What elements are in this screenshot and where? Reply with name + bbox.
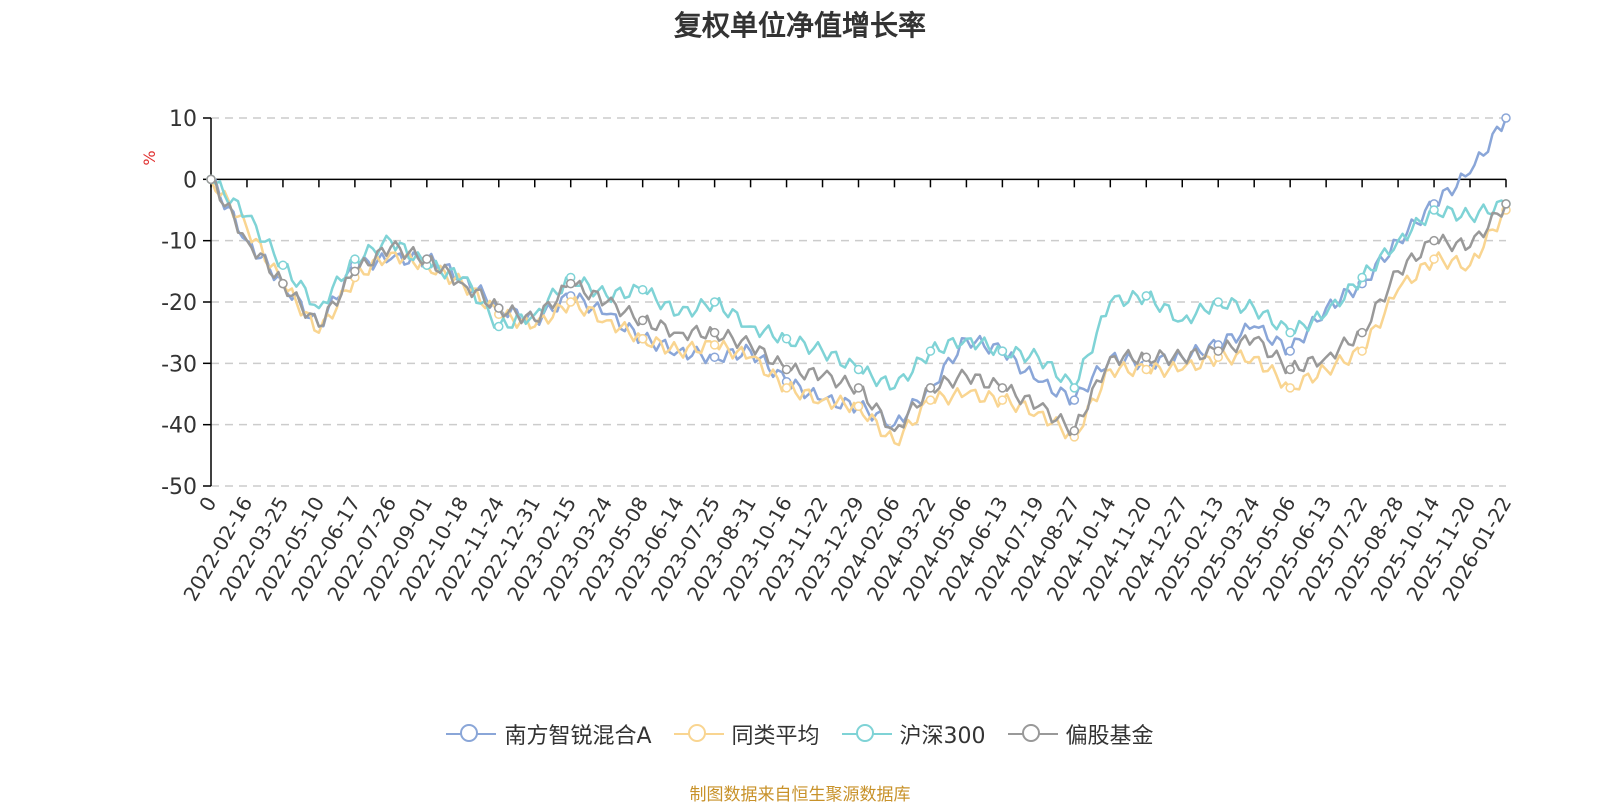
- series-point-3: [925, 346, 936, 356]
- series-point-3: [781, 334, 792, 344]
- legend: 南方智锐混合A 同类平均 沪深300 偏股基金: [0, 718, 1600, 750]
- series-point-4: [1213, 346, 1223, 356]
- series-point-2: [853, 401, 864, 412]
- series-point-4: [494, 303, 504, 313]
- legend-dot: [1021, 724, 1040, 742]
- legend-label: 南方智锐混合A: [504, 724, 652, 749]
- grid-layer: [211, 117, 1506, 487]
- x-tick-label: 0: [194, 493, 221, 516]
- series-point-1: [709, 352, 720, 362]
- legend-swatch-icon: [841, 722, 892, 746]
- legend-swatch-icon: [673, 722, 724, 746]
- series-point-4: [1429, 235, 1439, 246]
- y-axis-unit: %: [140, 150, 159, 165]
- series-point-3: [1069, 383, 1080, 393]
- series-point-2: [1285, 383, 1295, 393]
- legend-dot: [855, 724, 874, 742]
- series-point-2: [925, 395, 936, 405]
- series-point-2: [1141, 364, 1152, 375]
- legend-label: 沪深300: [899, 724, 986, 749]
- y-tick-label: -30: [161, 352, 197, 377]
- chart-title: 复权单位净值增长率: [673, 9, 926, 42]
- legend-swatch-icon: [1007, 722, 1058, 746]
- legend-item[interactable]: 沪深300: [841, 718, 986, 750]
- series-point-3: [1213, 297, 1223, 307]
- y-tick-label: -20: [161, 291, 197, 316]
- series-point-3: [1357, 272, 1367, 283]
- series-point-2: [781, 383, 792, 393]
- series-point-1: [1285, 346, 1295, 356]
- series-point-3: [997, 346, 1008, 356]
- legend-item[interactable]: 南方智锐混合A: [446, 718, 652, 750]
- y-tick-label: -40: [161, 414, 197, 439]
- y-tick-label: 10: [169, 107, 197, 132]
- series-point-3: [350, 254, 360, 264]
- series-point-2: [709, 340, 720, 350]
- series-point-4: [997, 383, 1008, 393]
- series-point-3: [637, 284, 648, 295]
- legend-item[interactable]: 偏股基金: [1007, 718, 1154, 750]
- series-point-4: [565, 278, 576, 289]
- series-point-4: [709, 327, 720, 338]
- series-point-2: [997, 395, 1008, 405]
- series-point-4: [925, 383, 936, 393]
- y-tick-label: -50: [161, 475, 197, 500]
- series-line-4: [210, 178, 1508, 437]
- series-point-4: [1285, 364, 1295, 375]
- series-point-4: [637, 315, 648, 326]
- series-point-4: [422, 254, 432, 264]
- legend-label: 同类平均: [731, 724, 820, 749]
- series-point-2: [1357, 346, 1367, 356]
- series-point-1: [1069, 395, 1080, 405]
- legend-dot: [687, 724, 706, 742]
- series-point-3: [853, 364, 864, 375]
- series-point-4: [1357, 327, 1367, 338]
- series-point-4: [853, 383, 864, 393]
- series-point-4: [206, 174, 216, 185]
- series-point-3: [278, 260, 288, 270]
- y-tick-label: -10: [161, 230, 197, 255]
- legend-swatch-icon: [446, 722, 497, 746]
- series-point-3: [1429, 205, 1439, 215]
- series-point-2: [637, 334, 648, 344]
- source-note: 制图数据来自恒生聚源数据库: [689, 785, 911, 805]
- series-point-4: [1069, 426, 1080, 436]
- series-point-2: [1429, 254, 1439, 264]
- series-point-4: [350, 266, 360, 277]
- series-point-3: [709, 297, 720, 307]
- series-point-4: [781, 364, 792, 375]
- series-point-2: [565, 297, 576, 307]
- y-tick-label: 0: [183, 168, 197, 193]
- legend-item[interactable]: 同类平均: [673, 718, 820, 750]
- series-point-4: [1141, 352, 1152, 362]
- series-point-3: [1285, 327, 1295, 338]
- series-layer: [206, 113, 1511, 447]
- series-point-4: [1501, 199, 1511, 209]
- series-point-3: [494, 321, 504, 332]
- legend-dot: [460, 724, 479, 742]
- series-point-3: [1141, 291, 1152, 301]
- legend-label: 偏股基金: [1065, 724, 1154, 749]
- series-point-4: [278, 278, 288, 289]
- series-point-1: [1501, 113, 1511, 123]
